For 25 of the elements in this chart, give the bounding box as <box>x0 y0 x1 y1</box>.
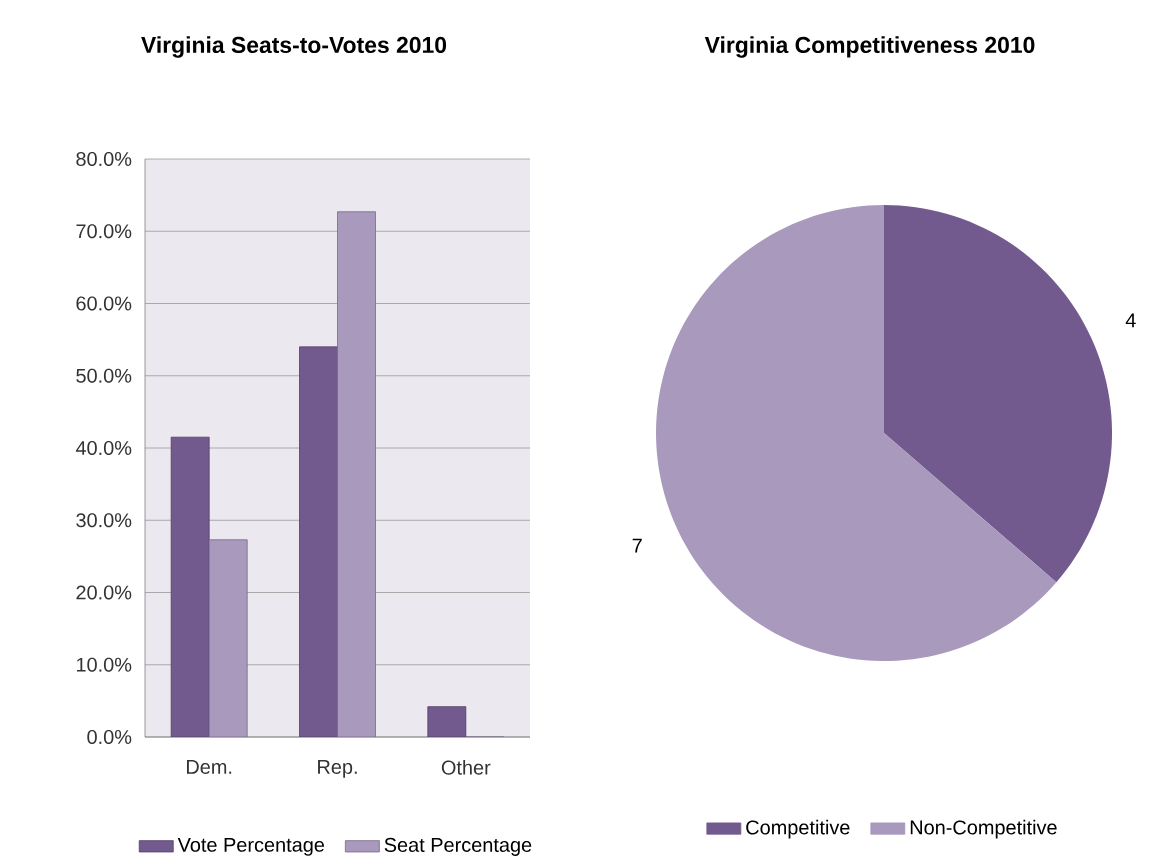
y-tick-label: 60.0% <box>76 296 132 311</box>
y-tick-label: 20.0% <box>76 585 132 600</box>
y-tick-label: 80.0% <box>76 151 132 167</box>
data-label: 7 <box>632 538 642 553</box>
bar <box>299 346 338 737</box>
x-tick-label: Dem. <box>186 760 232 774</box>
y-tick-label: 10.0% <box>77 657 132 672</box>
bar <box>427 706 467 737</box>
bar <box>170 436 210 737</box>
y-tick-label: 40.0% <box>75 440 132 456</box>
y-tick-label: 50.0% <box>76 368 132 383</box>
chart-title: Virginia Competitiveness 2010 <box>704 36 1035 58</box>
y-tick-label: 30.0% <box>76 513 132 528</box>
legend-label: Non-Competitive <box>910 819 1057 839</box>
bar <box>337 211 376 737</box>
x-tick-label: Other <box>441 760 491 775</box>
x-tick-label: Rep. <box>318 760 357 778</box>
legend-label: Seat Percentage <box>384 837 532 856</box>
data-label: 4 <box>1125 313 1136 328</box>
y-tick-label: 70.0% <box>76 224 132 239</box>
y-tick-label: 0.0% <box>87 729 132 745</box>
legend-label: Competitive <box>746 819 850 839</box>
bar <box>208 539 248 737</box>
legend-label: Vote Percentage <box>177 837 325 856</box>
chart-title: Virginia Seats-to-Votes 2010 <box>141 36 447 58</box>
